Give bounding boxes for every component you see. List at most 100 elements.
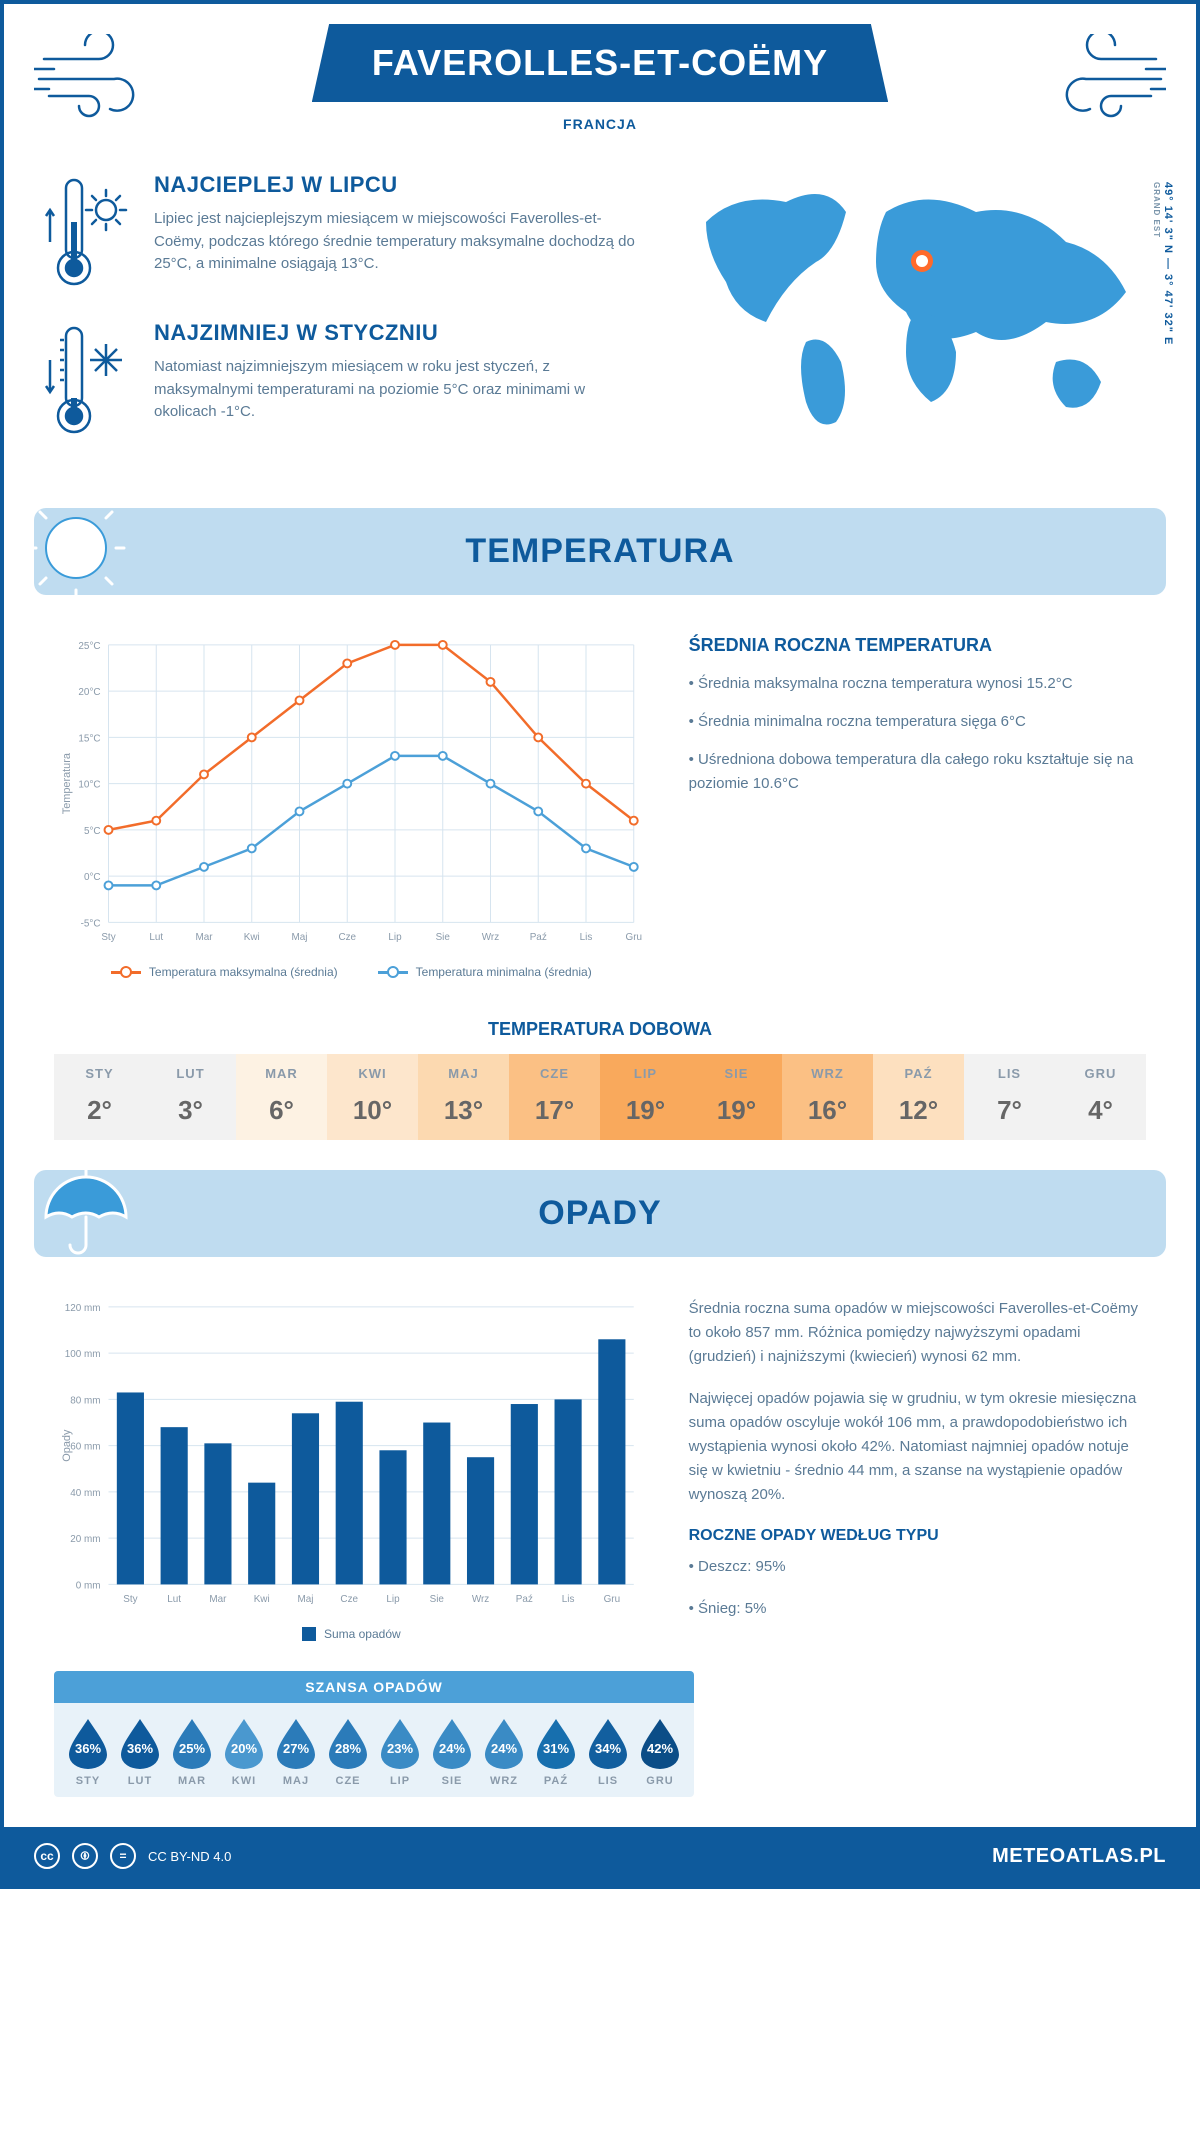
precip-info: Średnia roczna suma opadów w miejscowośc… — [689, 1297, 1146, 1641]
daily-temp-cell: MAR6° — [236, 1054, 327, 1140]
intro-section: NAJCIEPLEJ W LIPCU Lipiec jest najcieple… — [4, 142, 1196, 488]
coordinates-label: 49° 14' 3" N — 3° 47' 32" EGRAND EST — [1150, 182, 1174, 345]
precip-chance-drop: 36% STY — [67, 1717, 109, 1787]
avg-temp-title: ŚREDNIA ROCZNA TEMPERATURA — [689, 635, 1146, 656]
svg-text:Opady: Opady — [61, 1429, 73, 1462]
temperature-section-header: TEMPERATURA — [34, 508, 1166, 595]
legend-min-temp: Temperatura minimalna (średnia) — [378, 965, 592, 979]
svg-text:0°C: 0°C — [84, 872, 101, 883]
site-name: METEOATLAS.PL — [992, 1845, 1166, 1868]
svg-text:60 mm: 60 mm — [70, 1442, 100, 1453]
daily-temp-title: TEMPERATURA DOBOWA — [4, 1019, 1196, 1040]
location-pin-icon — [911, 250, 933, 272]
svg-text:Gru: Gru — [625, 932, 642, 943]
svg-text:Gru: Gru — [604, 1594, 621, 1605]
umbrella-icon — [26, 1162, 136, 1262]
svg-text:Wrz: Wrz — [472, 1594, 489, 1605]
thermometer-cold-icon — [44, 320, 134, 440]
precip-chance-drop: 24% SIE — [431, 1717, 473, 1787]
precip-chance-drop: 24% WRZ — [483, 1717, 525, 1787]
daily-temp-cell: MAJ13° — [418, 1054, 509, 1140]
daily-temp-cell: LIP19° — [600, 1054, 691, 1140]
svg-text:Lis: Lis — [562, 1594, 575, 1605]
wind-icon — [1046, 34, 1166, 124]
svg-text:Mar: Mar — [195, 932, 213, 943]
svg-text:120 mm: 120 mm — [65, 1303, 101, 1314]
svg-text:Paź: Paź — [516, 1594, 533, 1605]
page-title: FAVEROLLES-ET-COËMY — [312, 24, 888, 102]
legend-precip-sum: Suma opadów — [302, 1627, 401, 1641]
svg-text:Cze: Cze — [338, 932, 356, 943]
precip-bar-chart: 0 mm20 mm40 mm60 mm80 mm100 mm120 mmStyL… — [54, 1297, 649, 1641]
daily-temp-cell: PAŹ12° — [873, 1054, 964, 1140]
svg-text:Maj: Maj — [292, 932, 308, 943]
license-label: CC BY-ND 4.0 — [148, 1849, 231, 1864]
precip-chance-drop: 27% MAJ — [275, 1717, 317, 1787]
precip-chance-drop: 31% PAŹ — [535, 1717, 577, 1787]
svg-text:Maj: Maj — [297, 1594, 313, 1605]
daily-temp-cell: GRU4° — [1055, 1054, 1146, 1140]
daily-temp-cell: LUT3° — [145, 1054, 236, 1140]
precip-chance-panel: SZANSA OPADÓW 36% STY 36% LUT 25% MAR 20… — [54, 1671, 694, 1797]
precip-title: OPADY — [64, 1194, 1136, 1233]
wind-icon — [34, 34, 154, 124]
svg-text:25°C: 25°C — [78, 641, 100, 652]
svg-text:15°C: 15°C — [78, 733, 100, 744]
avg-temp-bullet: • Średnia minimalna roczna temperatura s… — [689, 710, 1146, 734]
svg-text:Paź: Paź — [530, 932, 547, 943]
svg-text:Lip: Lip — [388, 932, 402, 943]
warmest-title: NAJCIEPLEJ W LIPCU — [154, 172, 646, 198]
thermometer-hot-icon — [44, 172, 134, 292]
precip-type-snow: • Śnieg: 5% — [689, 1597, 1146, 1621]
svg-text:Lut: Lut — [167, 1594, 181, 1605]
svg-text:Sty: Sty — [123, 1594, 137, 1605]
svg-text:20°C: 20°C — [78, 687, 100, 698]
temperature-line-chart: -5°C0°C5°C10°C15°C20°C25°CStyLutMarKwiMa… — [54, 635, 649, 979]
svg-text:5°C: 5°C — [84, 826, 101, 837]
svg-text:Temperatura: Temperatura — [61, 752, 73, 814]
precip-paragraph: Najwięcej opadów pojawia się w grudniu, … — [689, 1387, 1146, 1507]
daily-temp-cell: STY2° — [54, 1054, 145, 1140]
avg-temp-bullet: • Uśredniona dobowa temperatura dla całe… — [689, 748, 1146, 796]
svg-text:0 mm: 0 mm — [76, 1580, 101, 1591]
precip-chance-drop: 42% GRU — [639, 1717, 681, 1787]
page-footer: cc 🅯 = CC BY-ND 4.0 METEOATLAS.PL — [4, 1827, 1196, 1885]
precip-chance-drop: 36% LUT — [119, 1717, 161, 1787]
coldest-title: NAJZIMNIEJ W STYCZNIU — [154, 320, 646, 346]
daily-temp-cell: SIE19° — [691, 1054, 782, 1140]
daily-temp-cell: CZE17° — [509, 1054, 600, 1140]
world-map-icon — [676, 172, 1156, 442]
svg-text:Wrz: Wrz — [482, 932, 499, 943]
daily-temp-cell: KWI10° — [327, 1054, 418, 1140]
by-icon: 🅯 — [72, 1843, 98, 1869]
svg-text:Sie: Sie — [430, 1594, 445, 1605]
precip-chance-drop: 25% MAR — [171, 1717, 213, 1787]
country-subtitle: FRANCJA — [312, 116, 888, 132]
precip-chance-drop: 28% CZE — [327, 1717, 369, 1787]
svg-text:80 mm: 80 mm — [70, 1395, 100, 1406]
svg-text:100 mm: 100 mm — [65, 1349, 101, 1360]
avg-temp-bullet: • Średnia maksymalna roczna temperatura … — [689, 672, 1146, 696]
svg-text:Kwi: Kwi — [254, 1594, 270, 1605]
svg-text:Kwi: Kwi — [244, 932, 260, 943]
svg-text:-5°C: -5°C — [81, 918, 101, 929]
temperature-title: TEMPERATURA — [64, 532, 1136, 571]
coldest-text: Natomiast najzimniejszym miesiącem w rok… — [154, 356, 646, 424]
temperature-info: ŚREDNIA ROCZNA TEMPERATURA • Średnia mak… — [689, 635, 1146, 979]
svg-text:Sie: Sie — [436, 932, 451, 943]
daily-temp-table: STY2°LUT3°MAR6°KWI10°MAJ13°CZE17°LIP19°S… — [54, 1054, 1146, 1140]
coldest-block: NAJZIMNIEJ W STYCZNIU Natomiast najzimni… — [44, 320, 646, 440]
precip-type-rain: • Deszcz: 95% — [689, 1555, 1146, 1579]
sun-icon — [26, 500, 136, 600]
nd-icon: = — [110, 1843, 136, 1869]
world-map-block: 49° 14' 3" N — 3° 47' 32" EGRAND EST — [676, 172, 1156, 468]
svg-text:Mar: Mar — [209, 1594, 227, 1605]
precip-section-header: OPADY — [34, 1170, 1166, 1257]
precip-chance-title: SZANSA OPADÓW — [54, 1671, 694, 1703]
warmest-text: Lipiec jest najcieplejszym miesiącem w m… — [154, 208, 646, 276]
svg-text:Lis: Lis — [580, 932, 593, 943]
svg-text:Cze: Cze — [340, 1594, 358, 1605]
precip-type-title: ROCZNE OPADY WEDŁUG TYPU — [689, 1527, 1146, 1545]
svg-text:20 mm: 20 mm — [70, 1534, 100, 1545]
svg-text:10°C: 10°C — [78, 780, 100, 791]
